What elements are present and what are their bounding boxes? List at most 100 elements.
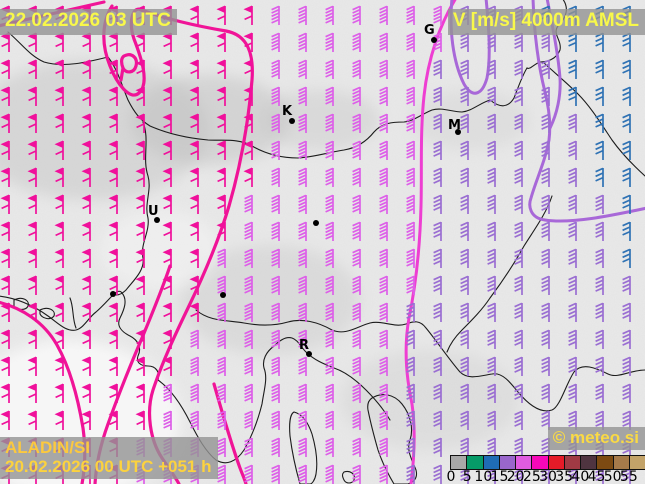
wind-barb	[27, 194, 37, 214]
legend-swatch	[499, 456, 516, 469]
wind-barb	[298, 410, 307, 430]
border-slovenia-croatia-east	[446, 195, 553, 353]
wind-barb	[81, 194, 91, 214]
wind-barb	[217, 464, 226, 484]
wind-barb	[216, 5, 226, 25]
wind-barb	[135, 86, 145, 106]
city-dot	[455, 129, 461, 135]
wind-barb	[622, 86, 631, 106]
wind-barb	[0, 221, 10, 241]
wind-barb	[595, 32, 604, 52]
wind-barb	[541, 248, 550, 268]
wind-barb	[108, 140, 118, 160]
wind-barb	[244, 302, 253, 322]
wind-barb	[54, 194, 64, 214]
wind-barb	[298, 302, 307, 322]
wind-barb	[352, 302, 361, 322]
wind-barb	[379, 437, 388, 457]
wind-barb	[135, 140, 145, 160]
wind-barb	[622, 383, 631, 403]
wind-barb	[0, 410, 10, 430]
wind-barb	[162, 194, 172, 214]
wind-barb	[189, 167, 199, 187]
wind-barb	[622, 302, 631, 322]
wind-barb	[379, 113, 388, 133]
wind-barb	[379, 248, 388, 268]
wind-barb	[216, 113, 226, 133]
wind-barb	[433, 383, 442, 403]
wind-barb	[406, 167, 415, 187]
wind-barb	[352, 410, 361, 430]
wind-barb	[216, 221, 226, 241]
wind-barb	[433, 410, 442, 430]
wind-barb	[244, 410, 253, 430]
wind-barb	[81, 248, 91, 268]
wind-barb	[379, 410, 388, 430]
wind-barb	[217, 410, 226, 430]
wind-barb	[541, 59, 550, 79]
wind-barb	[271, 383, 280, 403]
wind-barb	[244, 464, 253, 484]
border-croatia-south	[195, 309, 645, 412]
legend-colorbar	[450, 455, 645, 470]
credit-label: © meteo.si	[547, 426, 645, 450]
wind-barb	[352, 86, 361, 106]
valid-time-label: 22.02.2026 03 UTC	[0, 9, 177, 35]
wind-barb	[54, 59, 64, 79]
wind-barb	[514, 383, 523, 403]
wind-barb	[433, 302, 442, 322]
wind-barb	[541, 86, 550, 106]
wind-barb	[162, 113, 172, 133]
legend-tick-label: 40	[571, 469, 590, 484]
wind-barb	[514, 329, 523, 349]
wind-barb	[541, 410, 550, 430]
wind-barb	[135, 329, 145, 349]
wind-barb	[162, 86, 172, 106]
wind-barb	[460, 140, 469, 160]
city-dot	[154, 217, 160, 223]
wind-barb	[271, 113, 280, 133]
wind-barb	[108, 167, 118, 187]
wind-barb	[622, 194, 631, 214]
wind-barb	[189, 32, 199, 52]
wind-barb	[81, 356, 91, 376]
wind-barb	[460, 194, 469, 214]
wind-barb	[189, 5, 199, 25]
wind-barb	[243, 86, 253, 106]
wind-barb	[487, 113, 496, 133]
wind-barb	[325, 464, 334, 484]
city-dot	[431, 37, 437, 43]
wind-barb	[433, 248, 442, 268]
wind-barb	[514, 248, 523, 268]
wind-barb	[135, 302, 145, 322]
wind-barb	[433, 437, 442, 457]
wind-barb	[379, 221, 388, 241]
wind-barb	[190, 383, 199, 403]
wind-barb	[271, 167, 280, 187]
wind-barb	[433, 59, 442, 79]
wind-barb	[514, 275, 523, 295]
wind-barb	[406, 86, 415, 106]
wind-barb	[298, 167, 307, 187]
wind-barb	[244, 329, 253, 349]
wind-barb	[406, 383, 415, 403]
wind-barb	[217, 356, 226, 376]
wind-barb	[81, 86, 91, 106]
wind-barb	[568, 194, 577, 214]
wind-barb	[325, 329, 334, 349]
legend-swatch	[613, 456, 630, 469]
wind-barb	[325, 140, 334, 160]
run-time: 20.02.2026 00 UTC +051 h	[5, 456, 212, 476]
wind-barb	[325, 59, 334, 79]
wind-barb	[352, 248, 361, 268]
wind-barb	[189, 275, 199, 295]
city-dot	[110, 291, 116, 297]
wind-barb	[244, 275, 253, 295]
wind-barb	[568, 113, 577, 133]
wind-barb	[406, 59, 415, 79]
wind-barb	[244, 437, 253, 457]
model-name: ALADIN/SI	[5, 438, 90, 458]
wind-barb	[325, 194, 334, 214]
wind-barb	[325, 248, 334, 268]
wind-barb	[27, 329, 37, 349]
